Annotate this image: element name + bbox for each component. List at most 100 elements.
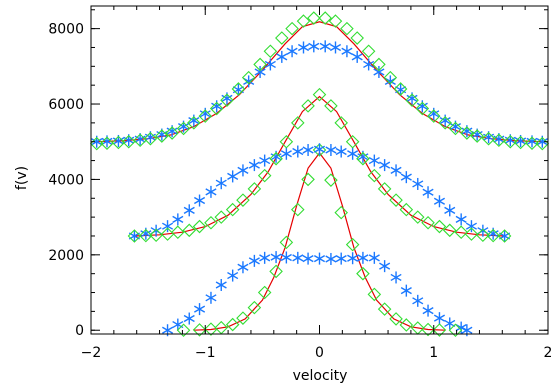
diamond-point [356,266,370,281]
star-stroke [319,42,331,50]
star-point [292,251,304,264]
star-point [390,271,402,284]
star-stroke [112,137,124,145]
star-stroke [461,127,473,135]
diamond-point [448,121,463,136]
diamond-point [383,70,398,85]
star-point [341,45,353,58]
star-stroke [329,43,342,52]
star-stroke [379,262,391,270]
diamond-point [460,126,474,140]
diamond-point [165,126,179,140]
star-stroke [237,263,249,271]
star-stroke [123,136,135,144]
axis-layer: −2 −1 0 1 2 0 2000 4000 6000 8000 [48,5,553,361]
x-tick-label: −1 [195,345,216,361]
diamond-point [307,11,321,25]
star-stroke [280,253,292,262]
star-stroke [335,147,347,156]
star-stroke [286,47,298,55]
star-stroke [254,68,266,76]
diamond-point [470,129,484,143]
star-stroke [193,196,206,205]
y-tick-label: 4000 [48,172,84,188]
diamond-point [497,229,512,243]
diamond-point [432,219,447,234]
diamond-point [350,31,364,45]
diamond-point [121,134,136,149]
star-stroke [357,153,369,161]
diamond-point [372,57,386,72]
star-stroke [526,137,538,145]
y-tick-label: 2000 [48,248,84,264]
diamond-point [340,21,354,36]
diamond-point [111,135,126,150]
star-stroke [259,156,271,165]
diamond-point [182,223,197,238]
star-stroke [483,133,495,141]
star-stroke [227,271,239,280]
data-layer [89,11,550,338]
star-stroke [183,206,195,214]
diamond-point [410,210,425,224]
star-stroke [347,254,359,262]
diamond-point [204,216,218,230]
fit-line-2 [193,152,446,331]
star-stroke [302,254,314,263]
diamond-point [312,143,327,157]
star-stroke [292,147,304,156]
diamond-point [236,311,250,325]
diamond-point [100,136,114,151]
diamond-point [291,116,305,130]
star-stroke [183,314,195,323]
star-stroke [422,188,434,196]
star-stroke [439,117,451,125]
star-stroke [211,102,223,110]
diamond-point [296,14,311,28]
diamond-point [328,14,343,28]
star-stroke [308,42,320,50]
star-stroke [416,102,428,110]
diamond-point [220,93,234,108]
star-point [205,185,217,198]
diamond-point [432,323,447,337]
star-stroke [373,68,385,76]
star-stroke [487,230,499,238]
y-tick-label: 0 [75,323,84,339]
x-tick-label: 0 [315,345,324,361]
diamond-point [139,228,153,243]
x-tick-label: 1 [429,345,438,361]
star-stroke [215,281,227,289]
star-stroke [390,166,402,174]
star-stroke [215,179,227,187]
star-point [232,83,244,96]
star-point [193,194,206,207]
star-point [422,186,434,199]
diamond-point [324,173,338,187]
diamond-point [421,322,435,337]
star-point [254,65,266,78]
diamond-point [236,193,250,207]
star-stroke [515,137,527,145]
diamond-point [367,287,382,302]
star-stroke [390,273,402,282]
star-stroke [313,254,326,263]
star-stroke [504,136,516,144]
diamond-point [421,216,435,230]
diamond-point [149,228,163,243]
diamond-point [405,93,419,108]
star-stroke [162,222,174,230]
star-point [357,251,369,264]
x-tick-label: 2 [544,345,553,361]
star-point [308,40,320,53]
diamond-point [345,237,360,252]
star-point [193,303,206,316]
star-stroke [205,294,217,302]
star-stroke [205,188,217,196]
diamond-point [334,116,348,130]
diamond-point [426,109,441,123]
star-point [351,50,363,63]
diamond-point [345,134,360,149]
star-point [368,251,380,264]
star-point [286,45,298,58]
